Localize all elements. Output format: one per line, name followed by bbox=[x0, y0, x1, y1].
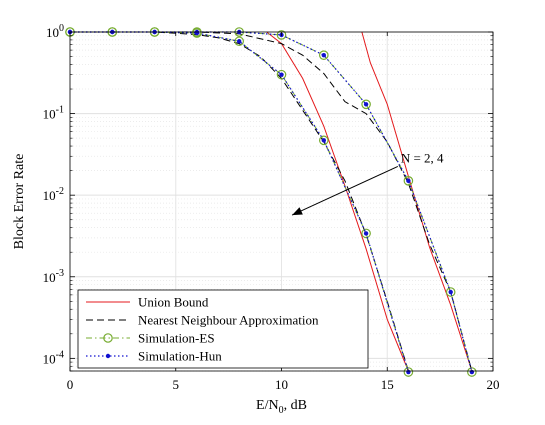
legend-entry: Union Bound bbox=[86, 295, 209, 310]
legend-marker-circle bbox=[103, 333, 113, 343]
data-point-circle bbox=[318, 50, 329, 60]
legend-entry: Nearest Neighbour Approximation bbox=[86, 313, 319, 328]
data-point-circle bbox=[361, 228, 371, 239]
data-point-circle bbox=[403, 176, 414, 186]
legend-label: Simulation-ES bbox=[138, 331, 215, 346]
x-tick-label: 20 bbox=[487, 377, 500, 392]
data-point-circle bbox=[276, 30, 287, 40]
legend-marker-dot bbox=[105, 353, 111, 359]
legend-entry: Simulation-Hun bbox=[86, 349, 222, 364]
x-tick-label: 15 bbox=[381, 377, 394, 392]
data-point-dot bbox=[406, 369, 411, 375]
data-point-circle bbox=[318, 135, 329, 146]
data-point-dot bbox=[321, 138, 326, 143]
legend-label: Nearest Neighbour Approximation bbox=[138, 313, 319, 328]
series-line bbox=[266, 31, 409, 372]
data-point-circle bbox=[467, 367, 477, 377]
annotation-arrowhead bbox=[292, 207, 303, 216]
series-union-bound bbox=[266, 31, 409, 372]
data-point-dot bbox=[363, 102, 369, 107]
y-tick-label: 10-3 bbox=[43, 268, 64, 285]
y-tick-label: 10-1 bbox=[43, 105, 64, 122]
x-tick-label: 10 bbox=[275, 377, 288, 392]
data-point-dot bbox=[469, 369, 475, 375]
annotation-label: N = 2, 4 bbox=[401, 150, 444, 165]
legend-label: Union Bound bbox=[138, 295, 209, 310]
data-point-circle bbox=[276, 69, 287, 80]
data-point-dot bbox=[321, 52, 326, 58]
legend-box bbox=[77, 289, 369, 369]
y-axis-label: Block Error Rate bbox=[12, 154, 27, 250]
y-tick-label: 10-2 bbox=[43, 186, 64, 203]
data-point-dot bbox=[406, 178, 411, 184]
x-tick-label: 0 bbox=[67, 377, 74, 392]
data-point-circle bbox=[234, 36, 244, 47]
data-point-dot bbox=[279, 72, 284, 77]
x-tick-label: 5 bbox=[173, 377, 180, 392]
x-axis-label: E/N0, dB bbox=[256, 398, 307, 416]
data-point-circle bbox=[445, 287, 456, 297]
data-point-dot bbox=[448, 289, 453, 295]
annotation: N = 2, 4 bbox=[291, 150, 444, 216]
legend: Union Bound Nearest Neighbour Approximati… bbox=[77, 289, 369, 369]
legend-label: Simulation-Hun bbox=[138, 349, 222, 364]
data-point-circle bbox=[361, 99, 371, 110]
data-point-dot bbox=[237, 39, 242, 44]
ticks: 0 5 10 15 20 100 10-1 10-2 10-3 10-4 bbox=[43, 23, 500, 392]
annotation-arrow bbox=[291, 165, 399, 216]
data-point-circle bbox=[403, 367, 414, 377]
legend-entry: Simulation-ES bbox=[86, 331, 215, 346]
y-tick-label: 100 bbox=[46, 23, 64, 40]
y-tick-label: 10-4 bbox=[43, 349, 64, 366]
data-point-dot bbox=[363, 231, 369, 236]
